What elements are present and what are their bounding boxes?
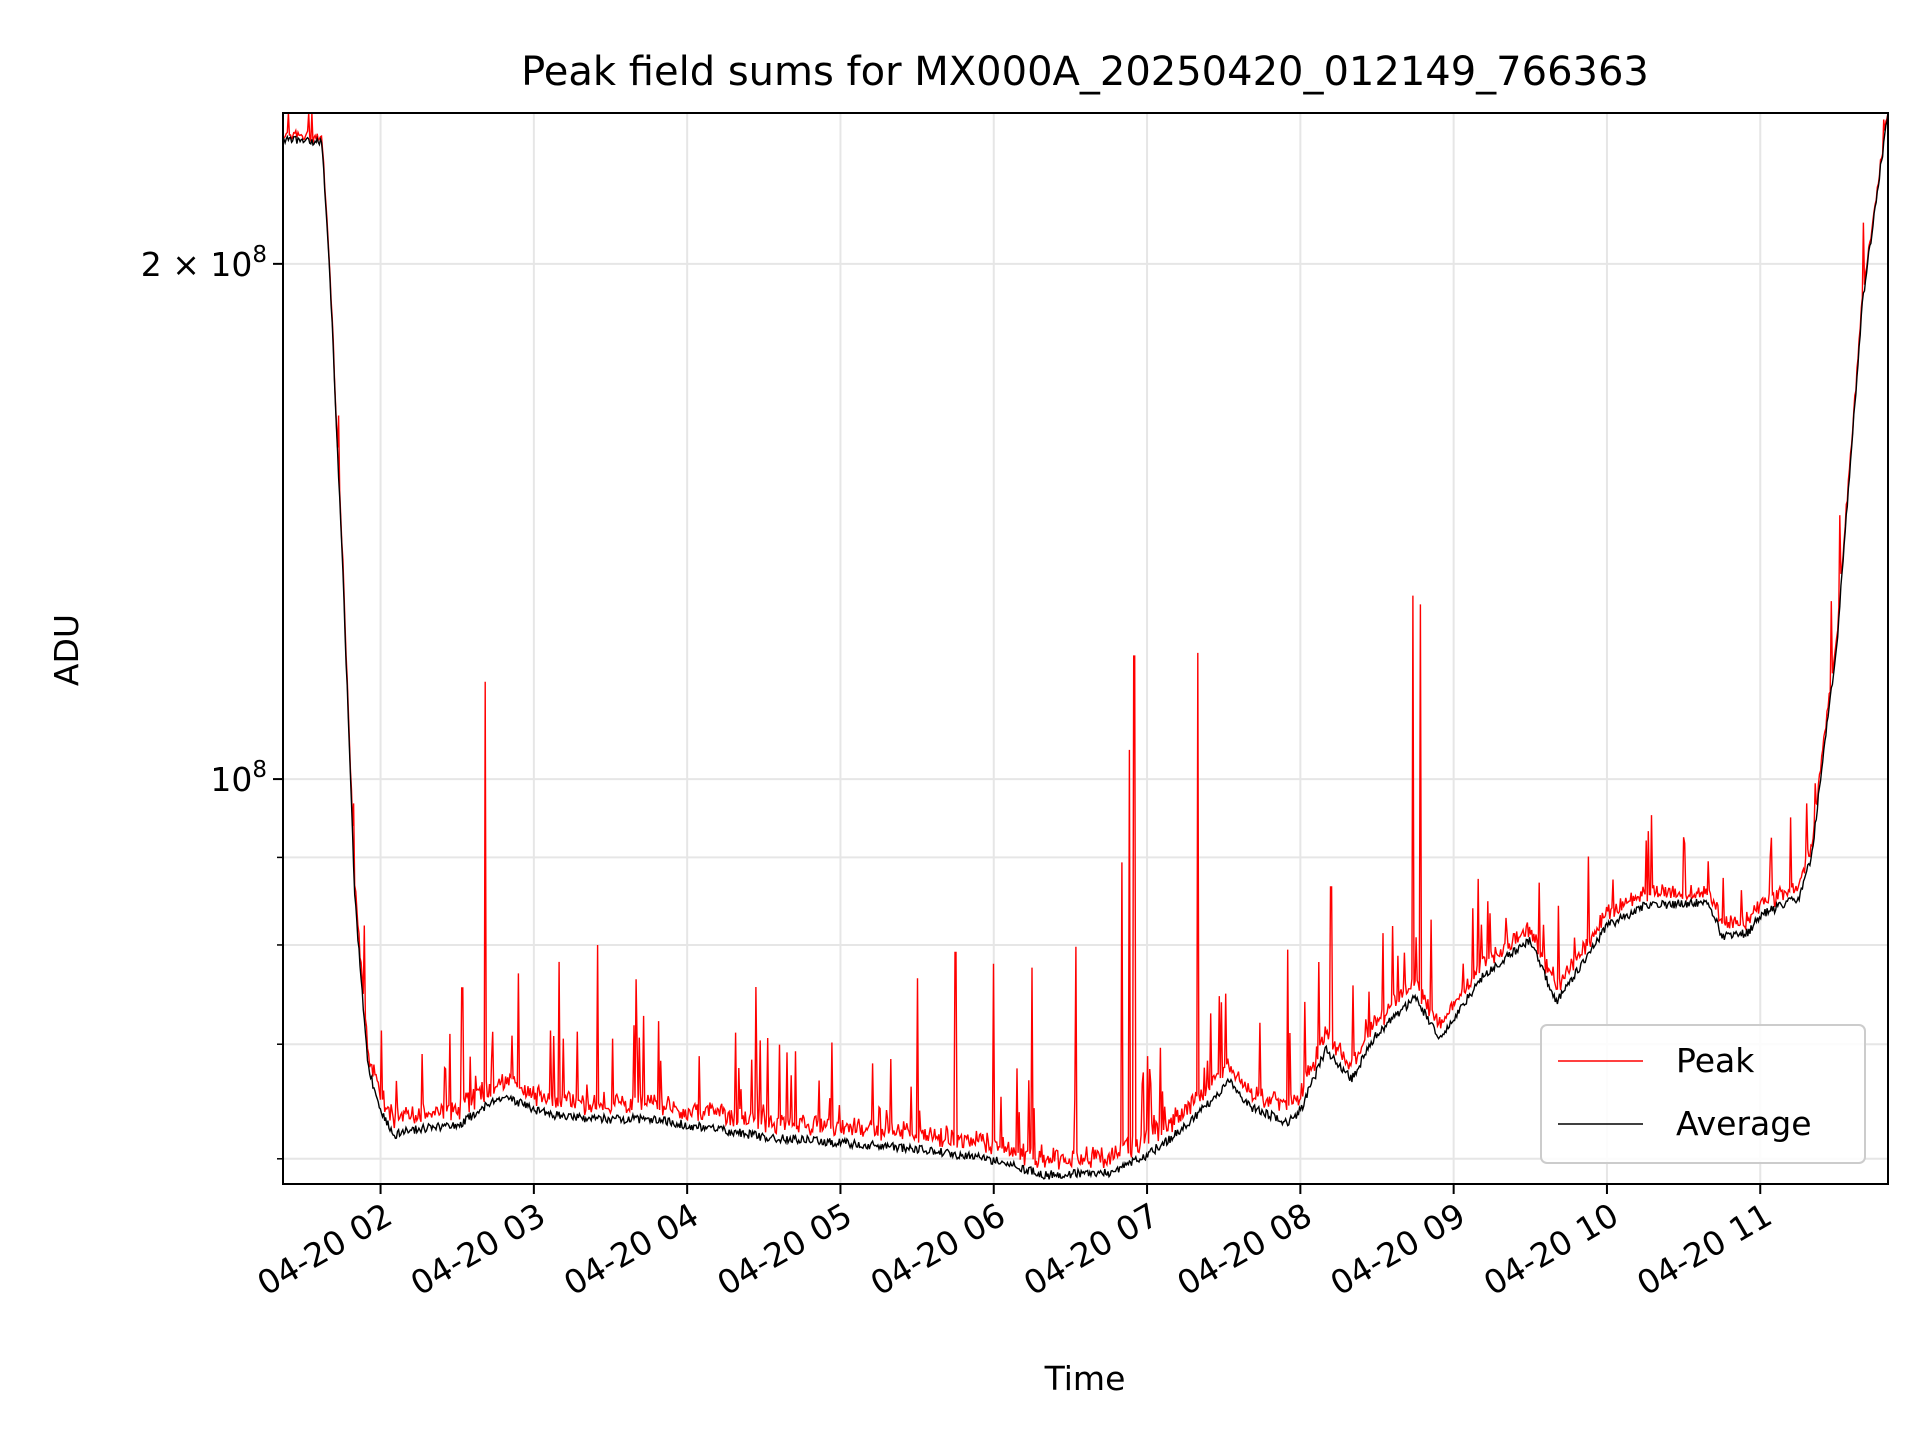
x-tick-label: 04-20 04 [557, 1195, 705, 1303]
average-series-line [282, 112, 1889, 1180]
x-tick-label: 04-20 11 [1630, 1195, 1778, 1303]
series-layer [282, 112, 1889, 1180]
chart-title: Peak field sums for MX000A_20250420_0121… [521, 49, 1649, 95]
grid-layer [283, 113, 1888, 1184]
x-tick-label: 04-20 10 [1477, 1195, 1625, 1303]
legend-box [1540, 1024, 1866, 1164]
x-tick-label: 04-20 03 [404, 1195, 552, 1303]
peak-series-line [282, 112, 1889, 1170]
y-axis-label: ADU [47, 614, 86, 686]
x-tick-label: 04-20 02 [251, 1195, 399, 1303]
x-tick-label: 04-20 06 [864, 1195, 1012, 1303]
y-tick-label: 108 [210, 757, 267, 799]
x-tick-label: 04-20 09 [1324, 1195, 1472, 1303]
x-tick-label: 04-20 08 [1170, 1195, 1318, 1303]
x-axis-label: Time [1044, 1359, 1126, 1398]
y-tick-label: 2 × 108 [141, 242, 267, 284]
x-tick-label: 04-20 07 [1017, 1195, 1165, 1303]
legend: Peak Average [1540, 1024, 1866, 1164]
legend-average-label: Average [1676, 1104, 1812, 1143]
legend-peak-label: Peak [1676, 1041, 1755, 1080]
y-axis: 108 2 × 108 [141, 242, 283, 1160]
plot-frame [282, 112, 1889, 1185]
x-tick-label: 04-20 05 [710, 1195, 858, 1303]
x-axis: 04-20 02 04-20 03 04-20 04 04-20 05 04-20 06… [251, 1184, 1778, 1303]
